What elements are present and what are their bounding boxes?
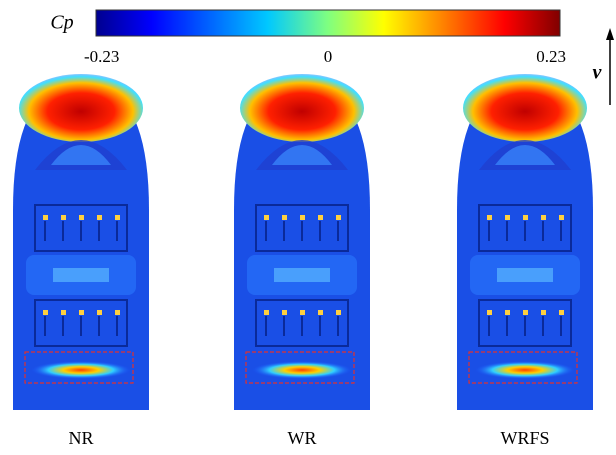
hotspot bbox=[487, 310, 492, 315]
hotspot bbox=[61, 310, 66, 315]
hotspot bbox=[115, 310, 120, 315]
figure: Cp v -0.23 0 0.23 NR WR WRFS bbox=[0, 0, 616, 455]
hotspot bbox=[264, 310, 269, 315]
hotspot bbox=[318, 310, 323, 315]
hotspot bbox=[559, 215, 564, 220]
nose-pressure bbox=[240, 74, 364, 142]
hotspot bbox=[487, 215, 492, 220]
panel-label: WRFS bbox=[500, 428, 549, 448]
tail-pressure bbox=[475, 361, 575, 379]
colorbar-tick-label: -0.23 bbox=[84, 47, 119, 66]
contour-panel bbox=[234, 74, 370, 410]
colorbar-tick-label: 0.23 bbox=[536, 47, 566, 66]
colorbar-label: Cp bbox=[50, 12, 73, 34]
hotspot bbox=[541, 310, 546, 315]
mid-block bbox=[274, 268, 330, 282]
hotspot bbox=[79, 310, 84, 315]
hotspot bbox=[523, 310, 528, 315]
hotspot bbox=[97, 310, 102, 315]
contour-panel bbox=[457, 74, 593, 410]
colorbar-tick-label: 0 bbox=[324, 47, 333, 66]
hotspot bbox=[282, 215, 287, 220]
tail-pressure bbox=[252, 361, 352, 379]
hotspot bbox=[97, 215, 102, 220]
hotspot bbox=[318, 215, 323, 220]
hotspot bbox=[43, 310, 48, 315]
tail-pressure bbox=[31, 361, 131, 379]
flow-label: v bbox=[593, 62, 603, 84]
nose-pressure bbox=[463, 74, 587, 142]
hotspot bbox=[61, 215, 66, 220]
nose-pressure bbox=[19, 74, 143, 142]
hotspot bbox=[115, 215, 120, 220]
mid-block bbox=[53, 268, 109, 282]
flow-arrow-head bbox=[606, 28, 614, 40]
hotspot bbox=[300, 215, 305, 220]
hotspot bbox=[300, 310, 305, 315]
contour-panel bbox=[13, 74, 149, 410]
panel-label: WR bbox=[288, 428, 317, 448]
hotspot bbox=[523, 215, 528, 220]
hotspot bbox=[282, 310, 287, 315]
hotspot bbox=[264, 215, 269, 220]
hotspot bbox=[79, 215, 84, 220]
hotspot bbox=[505, 310, 510, 315]
mid-block bbox=[497, 268, 553, 282]
colorbar bbox=[96, 10, 560, 36]
hotspot bbox=[336, 310, 341, 315]
hotspot bbox=[541, 215, 546, 220]
hotspot bbox=[336, 215, 341, 220]
hotspot bbox=[559, 310, 564, 315]
hotspot bbox=[43, 215, 48, 220]
panel-label: NR bbox=[68, 428, 93, 448]
hotspot bbox=[505, 215, 510, 220]
